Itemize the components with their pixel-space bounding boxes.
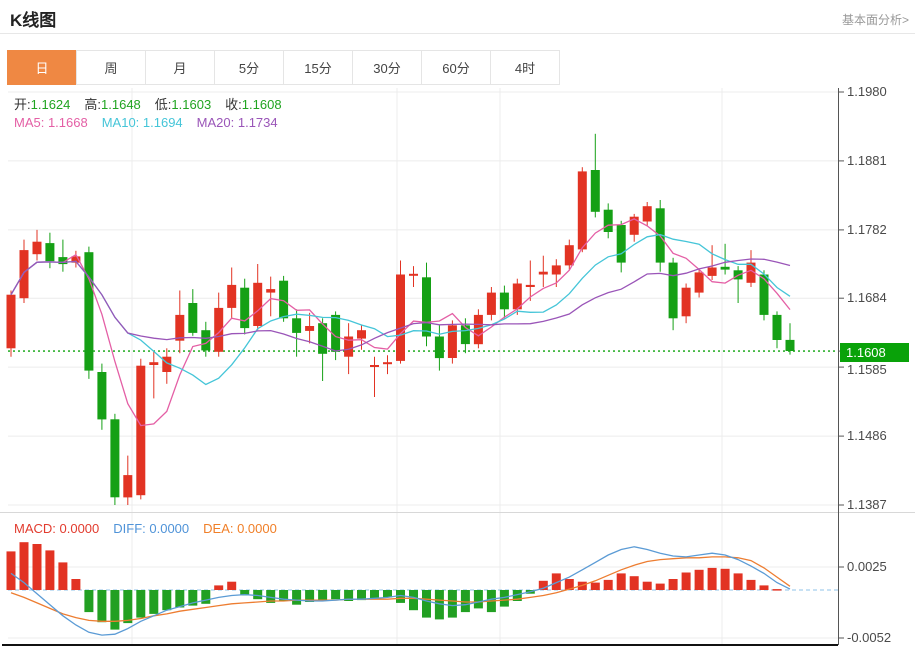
ma5-value: MA5: 1.1668 [14, 115, 88, 130]
price-axis-label: 1.1585 [847, 362, 887, 377]
tab-4hour[interactable]: 4时 [490, 50, 560, 85]
tab-15min[interactable]: 15分 [283, 50, 353, 85]
price-axis-label: 1.1881 [847, 153, 887, 168]
low-label: 低: [154, 97, 172, 112]
price-axis-label: 1.1980 [847, 84, 887, 99]
macd-value: MACD: 0.0000 [14, 521, 100, 536]
ohlc-legend: 开:1.1624 高:1.1648 低:1.1603 收:1.1608 [14, 94, 282, 113]
high-label: 高: [84, 97, 102, 112]
price-axis-label: 1.1387 [847, 497, 887, 512]
macd-axis-label: -0.0052 [847, 630, 892, 645]
page-title: K线图 [10, 11, 57, 30]
header-divider [0, 33, 915, 34]
open-label: 开: [14, 97, 31, 112]
high-value: 1.1648 [101, 97, 141, 112]
close-value: 1.1608 [241, 97, 282, 112]
tab-5min[interactable]: 5分 [214, 50, 284, 85]
ma-legend: MA5: 1.1668 MA10: 1.1694 MA20: 1.1734 [14, 115, 278, 130]
diff-value: DIFF: 0.0000 [113, 521, 190, 536]
current-price-tag: 1.1608 [840, 343, 909, 362]
price-axis-label: 1.1782 [847, 222, 887, 237]
interval-tabbar: 日 周 月 5分 15分 30分 60分 4时 [7, 50, 560, 85]
price-axis-label: 1.1486 [847, 428, 887, 443]
tab-30min[interactable]: 30分 [352, 50, 422, 85]
ma10-value: MA10: 1.1694 [101, 115, 183, 130]
close-label: 收: [225, 97, 242, 112]
macd-axis-label: 0.0025 [847, 559, 887, 574]
tab-month[interactable]: 月 [145, 50, 215, 85]
tab-day[interactable]: 日 [7, 50, 77, 85]
open-value: 1.1624 [30, 97, 71, 112]
ma20-value: MA20: 1.1734 [196, 115, 278, 130]
macd-legend: MACD: 0.0000 DIFF: 0.0000 DEA: 0.0000 [14, 521, 277, 536]
low-value: 1.1603 [171, 97, 212, 112]
tab-60min[interactable]: 60分 [421, 50, 491, 85]
fundamental-analysis-link[interactable]: 基本面分析> [841, 13, 909, 27]
tab-week[interactable]: 周 [76, 50, 146, 85]
price-axis-label: 1.1684 [847, 290, 887, 305]
dea-value: DEA: 0.0000 [203, 521, 277, 536]
